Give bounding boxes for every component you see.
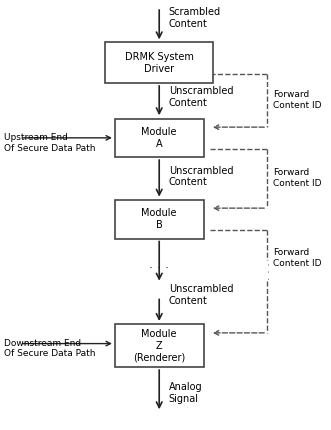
Text: Forward
Content ID: Forward Content ID [273, 169, 322, 188]
Bar [115, 119, 204, 157]
Bar [115, 200, 204, 239]
Bar [115, 324, 204, 367]
Text: Unscrambled
Content: Unscrambled Content [169, 166, 233, 187]
Text: Module
Z
(Renderer): Module Z (Renderer) [133, 329, 185, 362]
Text: Module
A: Module A [141, 127, 177, 149]
Text: . . .: . . . [262, 262, 272, 280]
Text: Analog
Signal: Analog Signal [169, 382, 202, 404]
Text: DRMK System
Driver: DRMK System Driver [125, 52, 194, 74]
Text: Scrambled
Content: Scrambled Content [169, 7, 221, 29]
Text: Forward
Content ID: Forward Content ID [273, 248, 322, 267]
Text: Downstream End
Of Secure Data Path: Downstream End Of Secure Data Path [4, 339, 95, 359]
Text: Unscrambled
Content: Unscrambled Content [169, 86, 233, 108]
Bar [105, 43, 213, 83]
Text: Forward
Content ID: Forward Content ID [273, 90, 322, 110]
Text: Upstream End
Of Secure Data Path: Upstream End Of Secure Data Path [4, 133, 95, 153]
Text: . . .: . . . [149, 258, 169, 271]
Text: Unscrambled
Content: Unscrambled Content [169, 284, 233, 306]
Text: Module
B: Module B [141, 209, 177, 230]
